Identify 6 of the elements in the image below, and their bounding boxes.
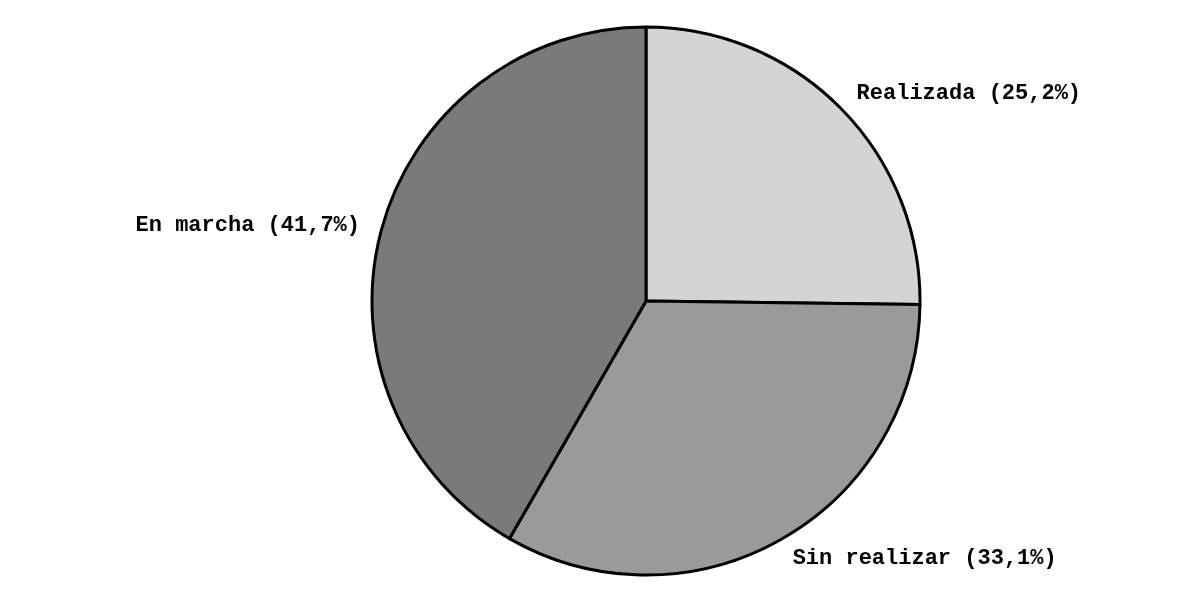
slice-label: En marcha xyxy=(135,212,255,238)
data-label: (41,7%) xyxy=(267,212,361,238)
slice-label: Sin realizar xyxy=(792,545,952,571)
data-label: (33,1%) xyxy=(964,545,1057,571)
slice-label: Realizada xyxy=(856,80,976,106)
data-label: (25,2%) xyxy=(988,80,1082,106)
